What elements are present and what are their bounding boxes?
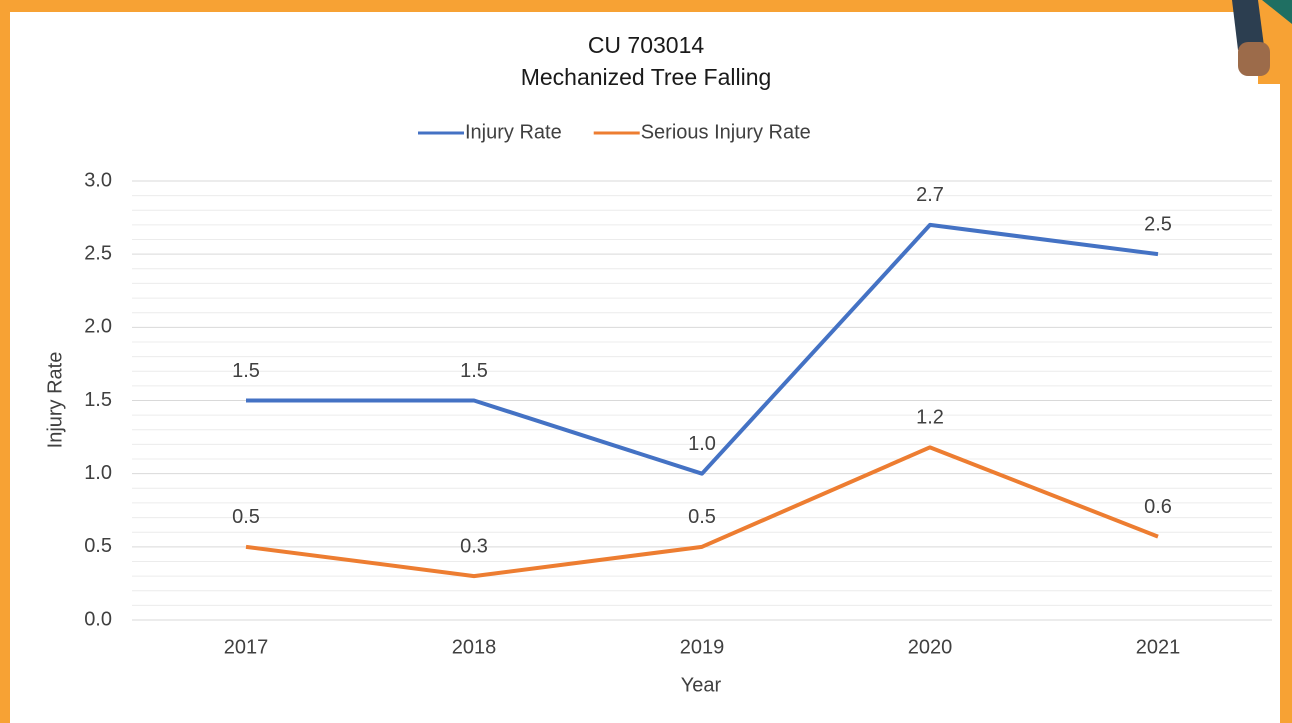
data-label: 1.5 [232, 360, 260, 382]
chart-title: CU 703014 [588, 32, 705, 58]
legend-label: Injury Rate [465, 121, 562, 143]
data-label: 0.3 [460, 535, 488, 557]
x-tick-label: 2018 [452, 636, 497, 658]
legend-label: Serious Injury Rate [641, 121, 811, 143]
decoration [1232, 0, 1292, 84]
panel [10, 12, 1280, 723]
chart: CU 703014 Mechanized Tree Falling Year I… [0, 0, 1292, 723]
y-tick-label: 2.5 [84, 242, 112, 264]
data-label: 2.7 [916, 184, 944, 206]
data-label: 1.0 [688, 433, 716, 455]
y-tick-label: 0.5 [84, 535, 112, 557]
y-tick-label: 0.0 [84, 608, 112, 630]
data-label: 2.5 [1144, 213, 1172, 235]
data-label: 1.5 [460, 360, 488, 382]
data-label: 1.2 [916, 407, 944, 429]
data-label: 0.6 [1144, 496, 1172, 518]
y-tick-label: 3.0 [84, 169, 112, 191]
x-axis-label: Year [681, 674, 722, 696]
y-tick-label: 1.5 [84, 389, 112, 411]
x-tick-label: 2021 [1136, 636, 1181, 658]
y-axis-label: Injury Rate [44, 352, 66, 449]
x-tick-label: 2019 [680, 636, 725, 658]
y-tick-label: 1.0 [84, 462, 112, 484]
data-label: 0.5 [232, 506, 260, 528]
chart-subtitle: Mechanized Tree Falling [521, 64, 772, 90]
x-tick-label: 2020 [908, 636, 953, 658]
y-tick-label: 2.0 [84, 316, 112, 338]
data-label: 0.5 [688, 506, 716, 528]
x-tick-label: 2017 [224, 636, 269, 658]
